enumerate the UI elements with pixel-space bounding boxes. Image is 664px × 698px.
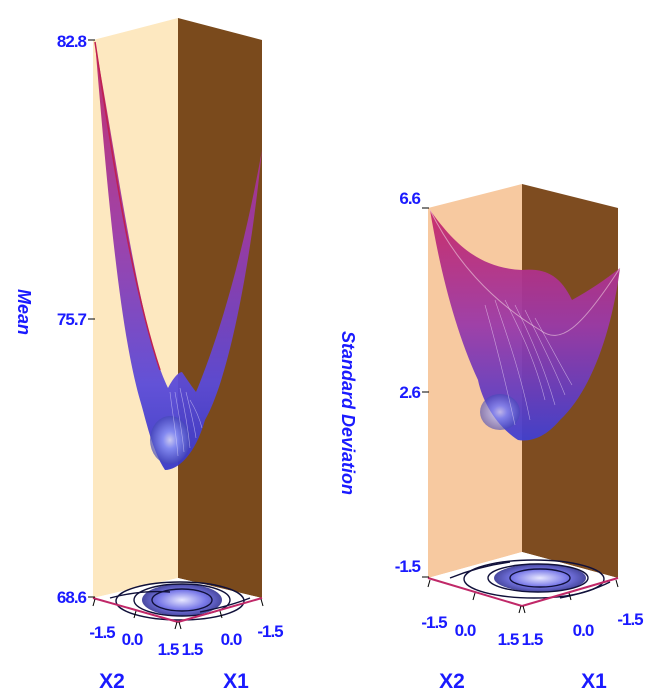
std-z-tick-bottom: -1.5 — [395, 557, 421, 576]
std-surface-mesh — [484, 299, 573, 426]
std-x1-tick-1: 0.0 — [573, 621, 594, 640]
std-x2-tick-0: -1.5 — [421, 613, 447, 632]
mean-x2-tick-0: -1.5 — [89, 623, 115, 642]
std-x2-tick-1: 0.0 — [455, 621, 476, 640]
mean-z-ticks — [88, 39, 95, 598]
mean-z-axis-label: Mean — [14, 289, 34, 335]
std-surface-rim — [429, 209, 621, 336]
std-x2-tick-2: 1.5 — [498, 630, 519, 649]
std-surface-minimum — [480, 394, 520, 430]
std-x1-axis-label: X1 — [581, 670, 607, 693]
floor-contours — [449, 559, 611, 599]
mean-surface-minimum — [150, 416, 190, 464]
std-x1-tick-marks — [522, 579, 619, 614]
floor-contours — [109, 581, 251, 621]
mean-x1-tick-2: -1.5 — [257, 622, 283, 641]
mean-x2-tick-1: 0.0 — [122, 630, 143, 649]
floor-edge-marks — [92, 597, 263, 623]
floor-edge-marks — [427, 577, 619, 607]
mean-z-tick-mid: 75.7 — [57, 310, 87, 329]
std-z-tick-top: 6.6 — [399, 189, 420, 208]
mean-x2-tick-2: 1.5 — [158, 640, 179, 659]
mean-x1-tick-1: 0.0 — [221, 630, 242, 649]
mean-x1-tick-0: 1.5 — [182, 640, 203, 659]
mean-surface — [95, 42, 262, 470]
mean-x2-tick-marks — [92, 598, 178, 630]
mean-z-tick-top: 82.8 — [57, 32, 87, 51]
std-x1-tick-0: 1.5 — [522, 630, 543, 649]
std-x1-tick-2: -1.5 — [617, 610, 643, 629]
floor-contour-blob — [494, 564, 586, 592]
mean-surface-edge — [94, 41, 161, 371]
mean-x1-tick-marks — [178, 598, 264, 630]
std-z-ticks — [422, 207, 429, 578]
mean-x2-axis-label: X2 — [99, 670, 125, 693]
std-z-tick-mid: 2.6 — [399, 383, 420, 402]
std-x2-axis-label: X2 — [439, 670, 465, 693]
mean-surface-mesh — [169, 387, 203, 457]
std-x2-tick-marks — [427, 579, 522, 614]
right-wall — [178, 18, 262, 598]
panel-mean: 82.8 75.7 68.6 Mean -1.5 0.0 1.5 1.5 0.0… — [14, 18, 284, 693]
panel-standard-deviation: 6.6 2.6 -1.5 Standard Deviation -1.5 0.0… — [338, 184, 644, 693]
mean-z-tick-bottom: 68.6 — [57, 588, 87, 607]
mean-x1-axis-label: X1 — [223, 670, 249, 693]
std-z-axis-label: Standard Deviation — [338, 331, 358, 495]
